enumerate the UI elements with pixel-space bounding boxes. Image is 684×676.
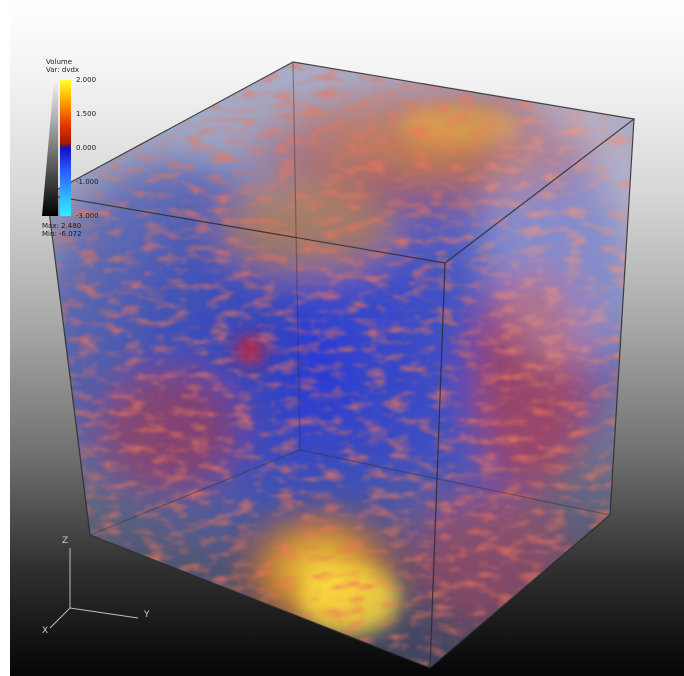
z-axis-label: Z [62, 536, 69, 546]
legend-tick-label: 1.500 [76, 110, 97, 118]
axis-triad-lines [49, 548, 139, 629]
render-viewport[interactable]: Volume Var: dvdx 2.000 1.500 0.000 -1.00… [10, 0, 684, 676]
colormap-bar [60, 80, 71, 216]
legend-tick-label: 0.000 [76, 144, 97, 152]
volume-rendering[interactable] [10, 0, 684, 676]
opacity-ramp [42, 80, 58, 216]
legend-tick-label: 2.000 [76, 76, 97, 84]
legend-tick-label: -3.000 [76, 212, 99, 220]
bounding-box [46, 61, 636, 669]
x-axis-label: X [42, 626, 49, 636]
legend-min-value: Min: -6.072 [42, 230, 82, 238]
color-legend: Volume Var: dvdx 2.000 1.500 0.000 -1.00… [42, 58, 142, 248]
legend-variable: Var: dvdx [46, 66, 80, 74]
y-axis-label: Y [144, 610, 150, 620]
legend-max-value: Max: 2.480 [42, 222, 82, 230]
legend-tick-label: -1.000 [76, 178, 99, 186]
axis-triad: Z Y X [40, 530, 170, 640]
volume-cloud [47, 62, 634, 668]
legend-title: Volume [46, 58, 73, 66]
